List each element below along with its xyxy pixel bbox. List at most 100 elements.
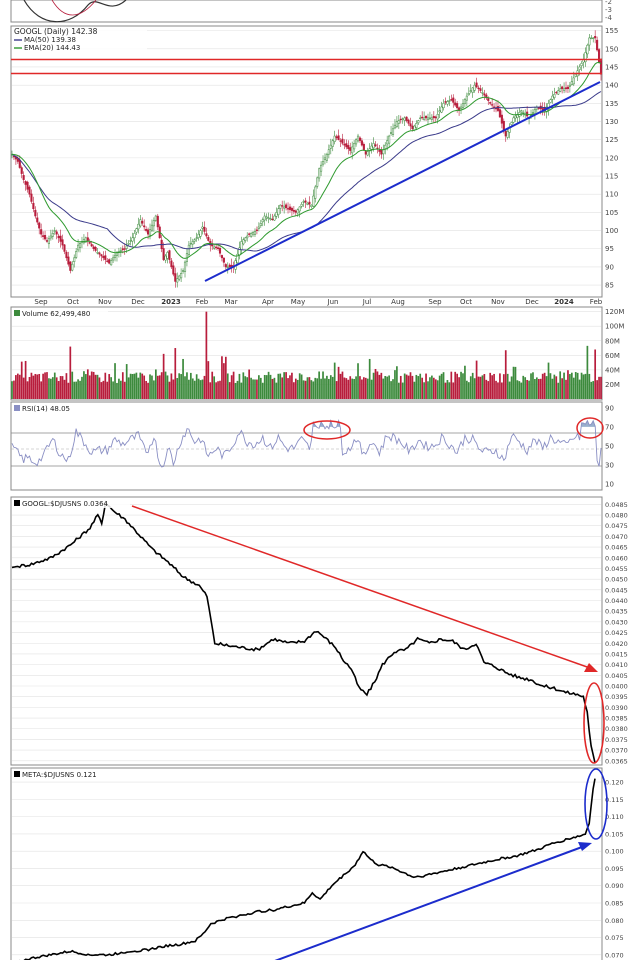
date-tick-label: Feb <box>590 298 603 306</box>
ratio-tick-label: 0.090 <box>605 882 624 890</box>
volume-bar <box>434 379 437 399</box>
volume-bar <box>77 379 79 399</box>
volume-bar <box>520 382 523 399</box>
volume-bar <box>32 375 35 399</box>
volume-bar <box>88 375 91 399</box>
candle-body <box>366 151 369 156</box>
volume-bar <box>55 377 58 399</box>
candle-body <box>456 103 459 109</box>
volume-bar <box>304 380 307 399</box>
volume-bar <box>355 376 357 399</box>
candle-body <box>298 206 301 212</box>
volume-bar <box>83 371 85 399</box>
volume-bar <box>291 372 293 399</box>
volume-bar <box>382 378 385 399</box>
candle-body <box>191 241 194 245</box>
volume-bar <box>145 380 147 399</box>
candle-body <box>139 219 142 227</box>
date-tick-label: Nov <box>98 298 112 306</box>
ratio-tick-label: 0.0430 <box>605 618 628 626</box>
candle-body <box>248 233 251 235</box>
candle-body <box>564 87 568 90</box>
volume-bar <box>250 377 252 399</box>
volume-bar <box>224 356 227 399</box>
candle-body <box>281 205 284 207</box>
volume-bar <box>580 372 583 399</box>
volume-bar <box>141 373 144 399</box>
volume-bar <box>524 377 527 399</box>
volume-bar <box>108 374 111 399</box>
candle-body <box>393 124 396 129</box>
volume-bar <box>191 378 194 399</box>
volume-bar <box>347 379 350 399</box>
volume-bar <box>289 375 291 399</box>
candle-body <box>308 201 311 205</box>
candle-body <box>493 106 496 108</box>
volume-bar <box>394 370 396 399</box>
candle-body <box>203 226 206 232</box>
volume-bar <box>405 374 408 399</box>
meta-ratio-title: META:$DJUSNS 0.121 <box>22 771 97 779</box>
volume-bar <box>50 378 52 399</box>
volume-bar <box>419 373 422 399</box>
volume-bar <box>353 378 355 399</box>
candle-body <box>323 157 327 160</box>
volume-bar <box>466 380 468 399</box>
candle-body <box>397 120 400 124</box>
ratio-tick-label: 0.0450 <box>605 576 628 584</box>
ratio-tick-label: 0.085 <box>605 900 624 908</box>
candle-body <box>479 88 482 91</box>
candle-body <box>504 130 507 137</box>
ratio-tick-label: 0.0415 <box>605 650 628 658</box>
candle-body <box>533 109 536 115</box>
ratio-tick-label: 0.0445 <box>605 586 628 594</box>
ratio-tick-label: 0.120 <box>605 779 624 787</box>
volume-bar <box>256 379 258 399</box>
candle-body <box>463 99 466 104</box>
candle-body <box>84 237 87 243</box>
volume-bar <box>514 366 517 399</box>
candle-body <box>285 204 288 209</box>
volume-bar <box>600 376 602 399</box>
volume-bar <box>287 378 289 399</box>
volume-bar <box>11 381 13 399</box>
price-tick-label: 85 <box>605 282 614 290</box>
candle-body <box>360 140 363 146</box>
candle-body <box>166 252 169 259</box>
candle-body <box>356 135 360 142</box>
candle-body <box>407 119 410 124</box>
candle-body <box>174 273 177 282</box>
candle-body <box>304 200 307 203</box>
candle-body <box>73 257 76 262</box>
volume-bar <box>372 372 375 399</box>
volume-bar <box>102 380 105 399</box>
price-panel: 155 150 145 140 135 130 125 120 115 110 105 100 95 90… <box>10 25 618 298</box>
volume-bar <box>551 378 554 399</box>
candle-body <box>228 264 231 268</box>
ratio-tick-label: 0.0380 <box>605 725 628 733</box>
volume-bar <box>90 371 93 399</box>
candle-body <box>481 92 484 94</box>
candle-body <box>28 186 31 195</box>
candle-body <box>290 207 293 211</box>
candle-body <box>318 168 321 179</box>
volume-bar <box>467 382 470 399</box>
volume-bar <box>129 373 132 399</box>
candle-body <box>314 186 317 199</box>
candle-body <box>489 102 492 104</box>
volume-bar <box>170 373 173 399</box>
meta-uptrend-arrow-line <box>271 846 583 963</box>
volume-bar <box>320 378 322 399</box>
volume-bar <box>368 358 371 399</box>
candle-body <box>195 237 198 239</box>
candle-body <box>380 149 383 155</box>
candle-body <box>411 125 414 130</box>
volume-bar <box>106 381 109 399</box>
candle-body <box>471 87 474 93</box>
volume-bar <box>143 375 146 399</box>
volume-bar <box>104 372 107 399</box>
candle-body <box>483 93 486 96</box>
volume-bar <box>361 379 363 399</box>
candle-body <box>325 153 328 161</box>
volume-bar <box>384 376 387 399</box>
